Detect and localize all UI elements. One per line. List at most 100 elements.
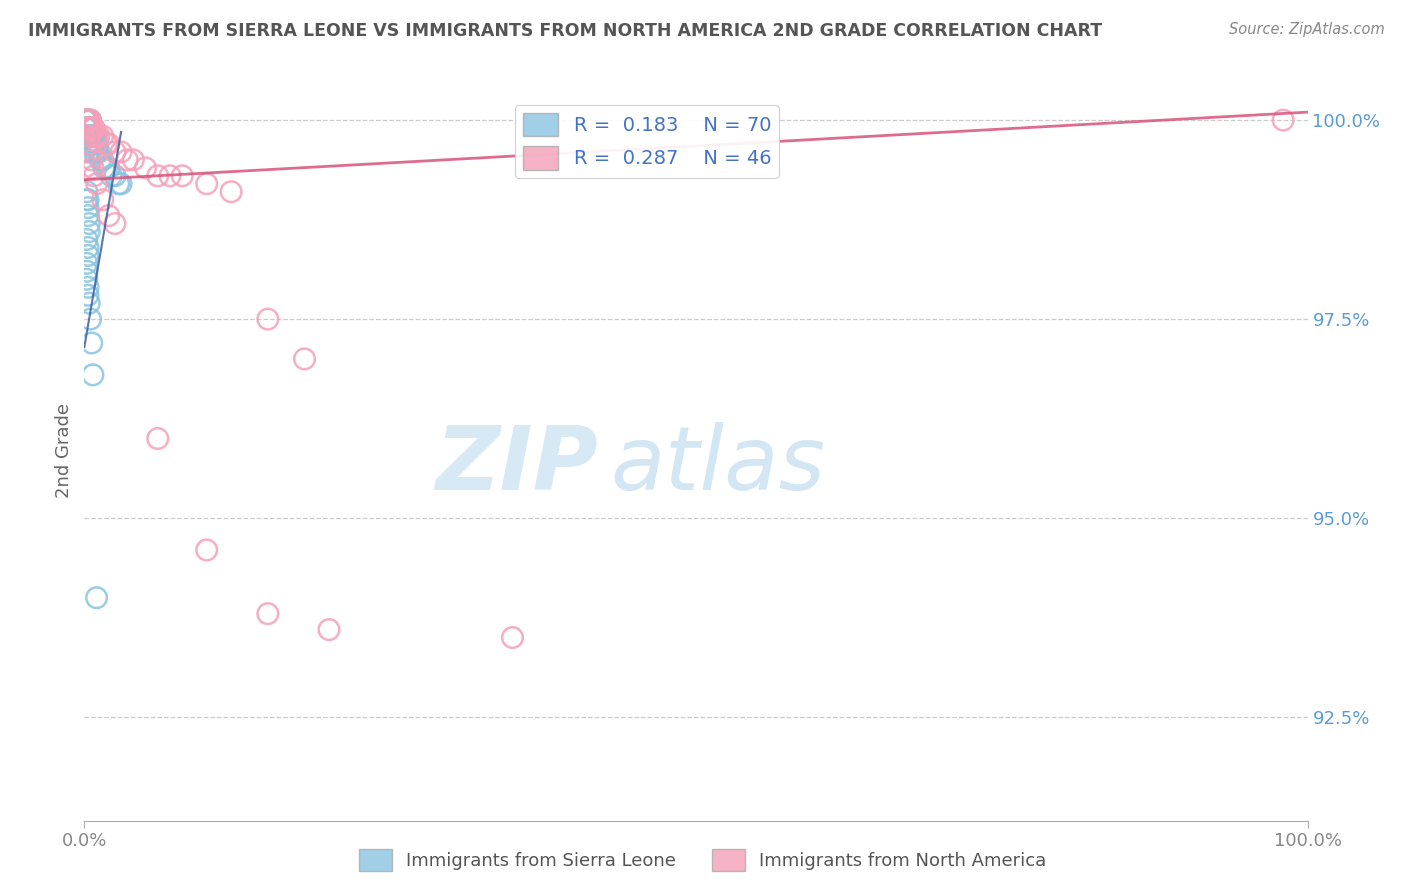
Point — [79, 113, 101, 128]
Point — [96, 161, 118, 175]
Point — [97, 209, 120, 223]
Point — [110, 177, 132, 191]
Legend: R =  0.183    N = 70, R =  0.287    N = 46: R = 0.183 N = 70, R = 0.287 N = 46 — [515, 104, 779, 178]
Point — [77, 121, 100, 136]
Point — [76, 232, 98, 246]
Point — [257, 607, 280, 621]
Point — [107, 177, 129, 191]
Point — [76, 264, 98, 278]
Point — [77, 145, 100, 159]
Point — [294, 351, 316, 366]
Legend: Immigrants from Sierra Leone, Immigrants from North America: Immigrants from Sierra Leone, Immigrants… — [353, 842, 1053, 879]
Point — [77, 280, 100, 294]
Point — [87, 145, 110, 159]
Point — [86, 145, 108, 159]
Point — [77, 201, 100, 215]
Point — [82, 121, 104, 136]
Point — [100, 169, 122, 183]
Point — [76, 136, 98, 151]
Point — [80, 153, 103, 167]
Point — [76, 185, 98, 199]
Point — [83, 121, 105, 136]
Point — [159, 169, 181, 183]
Point — [77, 121, 100, 136]
Point — [76, 113, 98, 128]
Point — [82, 128, 104, 143]
Point — [318, 623, 340, 637]
Point — [76, 272, 98, 286]
Point — [77, 296, 100, 310]
Text: IMMIGRANTS FROM SIERRA LEONE VS IMMIGRANTS FROM NORTH AMERICA 2ND GRADE CORRELAT: IMMIGRANTS FROM SIERRA LEONE VS IMMIGRAN… — [28, 22, 1102, 40]
Point — [77, 136, 100, 151]
Point — [110, 145, 132, 159]
Point — [86, 128, 108, 143]
Point — [76, 128, 98, 143]
Point — [77, 113, 100, 128]
Point — [86, 177, 108, 191]
Point — [79, 113, 101, 128]
Point — [77, 113, 100, 128]
Point — [502, 631, 524, 645]
Point — [77, 128, 100, 143]
Point — [91, 128, 114, 143]
Point — [76, 113, 98, 128]
Point — [146, 169, 169, 183]
Point — [80, 121, 103, 136]
Point — [76, 121, 98, 136]
Text: atlas: atlas — [610, 422, 825, 508]
Point — [75, 113, 97, 128]
Point — [79, 121, 101, 136]
Point — [77, 113, 100, 128]
Point — [79, 136, 101, 151]
Point — [195, 177, 218, 191]
Point — [77, 128, 100, 143]
Point — [76, 121, 98, 136]
Point — [77, 121, 100, 136]
Point — [75, 121, 97, 136]
Point — [80, 128, 103, 143]
Point — [77, 113, 100, 128]
Point — [77, 288, 100, 302]
Point — [83, 145, 105, 159]
Point — [79, 121, 101, 136]
Point — [76, 128, 98, 143]
Point — [257, 312, 280, 326]
Point — [82, 368, 104, 382]
Point — [77, 128, 100, 143]
Point — [1272, 113, 1295, 128]
Point — [77, 121, 100, 136]
Point — [76, 256, 98, 270]
Point — [79, 128, 101, 143]
Point — [135, 161, 157, 175]
Point — [91, 153, 114, 167]
Y-axis label: 2nd Grade: 2nd Grade — [55, 403, 73, 498]
Point — [195, 543, 218, 558]
Point — [84, 128, 107, 143]
Point — [77, 193, 100, 207]
Point — [77, 217, 100, 231]
Point — [82, 161, 104, 175]
Text: Source: ZipAtlas.com: Source: ZipAtlas.com — [1229, 22, 1385, 37]
Point — [91, 193, 114, 207]
Point — [80, 136, 103, 151]
Point — [77, 145, 100, 159]
Point — [75, 113, 97, 128]
Point — [75, 113, 97, 128]
Point — [89, 153, 111, 167]
Point — [104, 169, 127, 183]
Point — [82, 136, 104, 151]
Point — [96, 136, 118, 151]
Point — [79, 312, 101, 326]
Point — [76, 121, 98, 136]
Point — [77, 209, 100, 223]
Point — [97, 136, 120, 151]
Point — [76, 193, 98, 207]
Point — [104, 145, 127, 159]
Point — [77, 240, 100, 254]
Point — [77, 136, 100, 151]
Point — [86, 128, 108, 143]
Point — [104, 217, 127, 231]
Point — [77, 113, 100, 128]
Point — [76, 113, 98, 128]
Point — [77, 121, 100, 136]
